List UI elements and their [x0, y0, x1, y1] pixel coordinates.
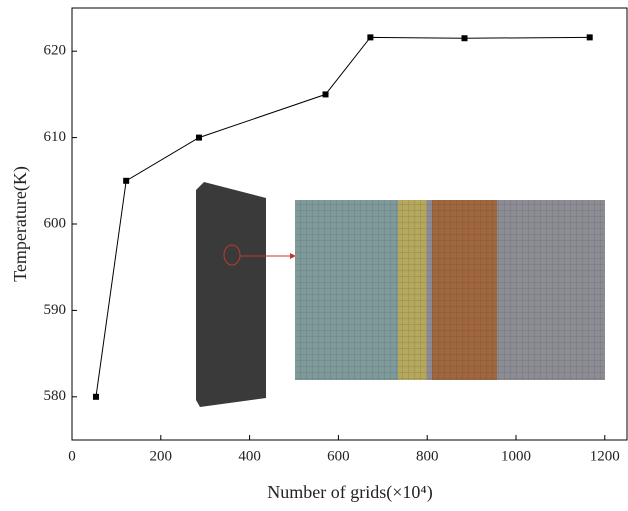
- marker: [123, 178, 129, 184]
- inset: [196, 182, 605, 407]
- page: Number of grids(×10⁴) Temperature(K) 580…: [0, 0, 628, 511]
- x-tick-label: 600: [327, 448, 350, 464]
- y-axis-title: Temperature(K): [10, 166, 31, 282]
- x-tick-label: 1000: [501, 448, 531, 464]
- y-tick-label: 590: [44, 302, 67, 318]
- y-tick-label: 620: [44, 43, 67, 59]
- x-tick-label: 200: [150, 448, 173, 464]
- inset-mesh: [295, 200, 605, 380]
- marker: [461, 35, 467, 41]
- marker: [196, 135, 202, 141]
- chart: Number of grids(×10⁴) Temperature(K) 580…: [0, 0, 628, 511]
- x-axis-title: Number of grids(×10⁴): [267, 482, 432, 503]
- x-tick-label: 800: [416, 448, 439, 464]
- y-tick-label: 600: [44, 215, 67, 231]
- x-tick-label: 1200: [590, 448, 620, 464]
- marker: [93, 394, 99, 400]
- x-tick-label: 400: [238, 448, 261, 464]
- inset-model: [196, 182, 266, 407]
- x-tick-label: 0: [68, 448, 76, 464]
- marker: [587, 34, 593, 40]
- marker: [323, 91, 329, 97]
- marker: [367, 34, 373, 40]
- y-tick-label: 580: [44, 388, 67, 404]
- y-tick-label: 610: [44, 129, 67, 145]
